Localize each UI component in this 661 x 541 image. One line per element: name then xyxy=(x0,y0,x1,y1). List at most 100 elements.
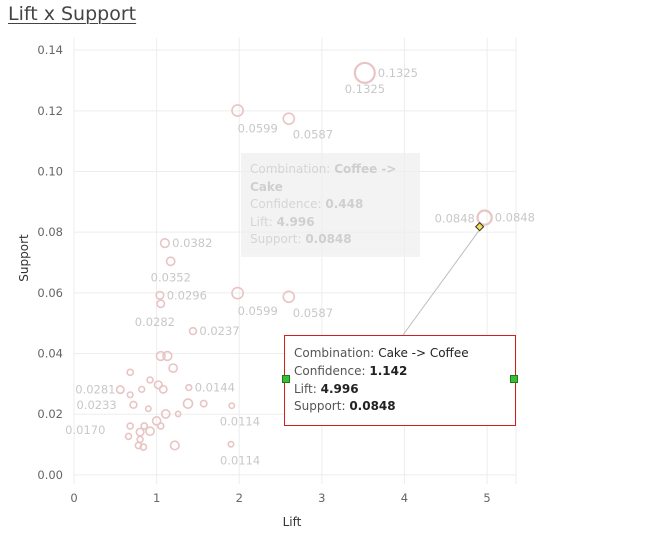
faded-combination-label: Combination: xyxy=(250,162,331,176)
data-point[interactable] xyxy=(126,368,134,377)
y-tick-label: 0.10 xyxy=(37,164,63,178)
data-label: 0.0352 xyxy=(151,270,191,284)
data-point[interactable] xyxy=(151,416,162,426)
faded-tooltip: Combination: Coffee -> Cake Confidence: … xyxy=(241,153,420,257)
data-point[interactable] xyxy=(162,350,173,362)
tooltip-support-value: 0.0848 xyxy=(349,399,396,414)
data-point[interactable] xyxy=(144,405,152,413)
x-tick-label: 0 xyxy=(70,491,77,505)
data-label: 0.0281 xyxy=(75,383,115,397)
data-label: 0.0382 xyxy=(172,236,212,250)
data-point[interactable] xyxy=(160,409,171,419)
data-point[interactable] xyxy=(188,326,198,336)
x-tick-label: 2 xyxy=(236,491,243,505)
data-point[interactable] xyxy=(228,402,236,410)
data-point[interactable] xyxy=(146,376,154,384)
data-point[interactable] xyxy=(227,440,235,448)
data-point[interactable] xyxy=(282,290,296,304)
data-point[interactable] xyxy=(155,350,166,362)
faded-combination-row-2: Cake xyxy=(250,179,411,197)
data-point[interactable] xyxy=(126,391,134,399)
data-point[interactable] xyxy=(282,112,296,126)
data-points xyxy=(115,61,493,451)
faded-combination-value-1: Coffee -> xyxy=(334,162,397,176)
tooltip-support-label: Support: xyxy=(294,399,346,414)
data-label: 0.0144 xyxy=(195,381,235,395)
data-label: 0.0282 xyxy=(135,315,175,329)
tooltip-combination-row: Combination: Cake -> Coffee xyxy=(294,345,506,363)
point-labels: 0.1325 0.0848 0.0382 0.0296 0.0237 0.0144 0.13… xyxy=(65,66,535,467)
tooltip-resize-handle-left[interactable] xyxy=(282,375,290,383)
data-label: 0.0599 xyxy=(238,122,278,136)
data-point[interactable] xyxy=(115,385,125,395)
tooltip-lift-label: Lift: xyxy=(294,381,317,396)
faded-support-value: 0.0848 xyxy=(305,232,352,246)
data-point[interactable] xyxy=(182,398,194,409)
data-point[interactable] xyxy=(165,256,176,267)
data-point[interactable] xyxy=(476,209,493,226)
data-point[interactable] xyxy=(140,422,149,430)
y-tick-label: 0.00 xyxy=(37,468,63,482)
data-point[interactable] xyxy=(136,435,144,444)
tooltip-combination-value: Cake -> Coffee xyxy=(378,346,469,360)
data-label: 0.0237 xyxy=(199,324,239,338)
data-point[interactable] xyxy=(168,363,179,374)
y-tick-label: 0.06 xyxy=(37,286,63,300)
x-tick-label: 5 xyxy=(483,491,490,505)
data-point[interactable] xyxy=(155,290,165,300)
data-point[interactable] xyxy=(231,104,244,117)
data-point[interactable] xyxy=(199,399,208,408)
faded-confidence-label: Confidence: xyxy=(250,197,322,211)
data-point[interactable] xyxy=(145,426,155,437)
data-point[interactable] xyxy=(353,61,376,84)
faded-combination-row: Combination: Coffee -> xyxy=(250,161,411,179)
tooltip[interactable]: Combination: Cake -> Coffee Confidence: … xyxy=(284,335,516,426)
tooltip-confidence-label: Confidence: xyxy=(294,363,366,378)
data-point[interactable] xyxy=(156,299,166,309)
data-label: 0.0170 xyxy=(65,423,105,437)
data-point[interactable] xyxy=(231,286,244,300)
data-label: 0.1325 xyxy=(345,82,385,96)
data-point[interactable] xyxy=(158,384,168,394)
data-label: 0.1325 xyxy=(378,66,418,80)
tooltip-lift-value: 4.996 xyxy=(320,381,359,396)
data-point[interactable] xyxy=(124,432,133,441)
axes: 0 1 2 3 4 5 0.00 0.02 0.04 0.06 0.08 0.10 0.12 0.14 xyxy=(37,43,490,505)
data-point[interactable] xyxy=(156,422,165,430)
y-tick-label: 0.04 xyxy=(37,347,63,361)
data-label: 0.0848 xyxy=(495,211,535,225)
faded-confidence-row: Confidence: 0.448 xyxy=(250,196,411,214)
tooltip-lift-row: Lift: 4.996 xyxy=(294,381,506,399)
data-point[interactable] xyxy=(153,380,163,390)
data-point[interactable] xyxy=(185,383,193,392)
data-label: 0.0296 xyxy=(167,288,207,302)
data-point[interactable] xyxy=(138,385,146,393)
faded-support-label: Support: xyxy=(250,232,302,246)
data-point[interactable] xyxy=(174,410,182,418)
faded-confidence-value: 0.448 xyxy=(325,197,364,211)
data-point[interactable] xyxy=(129,400,138,410)
y-tick-label: 0.14 xyxy=(37,43,63,57)
x-tick-label: 1 xyxy=(153,491,160,505)
tooltip-resize-handle-right[interactable] xyxy=(510,375,518,383)
tooltip-confidence-value: 1.142 xyxy=(369,363,408,378)
tooltip-connector-line xyxy=(402,229,481,336)
data-point[interactable] xyxy=(139,443,148,451)
data-point[interactable] xyxy=(169,440,180,451)
data-label: 0.0587 xyxy=(293,128,333,142)
data-point[interactable] xyxy=(159,238,170,249)
data-label: 0.0114 xyxy=(220,453,260,467)
faded-lift-label: Lift: xyxy=(250,214,273,229)
x-axis-title: Lift xyxy=(283,515,302,529)
data-point[interactable] xyxy=(135,427,145,437)
tooltip-combination-label: Combination: xyxy=(294,346,375,360)
y-tick-label: 0.08 xyxy=(37,225,63,239)
y-tick-label: 0.12 xyxy=(37,104,63,118)
data-point[interactable] xyxy=(126,422,134,430)
faded-lift-value: 4.996 xyxy=(276,214,315,229)
faded-combination-value-2: Cake xyxy=(250,179,283,194)
x-tick-label: 4 xyxy=(401,491,408,505)
selected-point-marker[interactable] xyxy=(474,222,485,232)
faded-support-row: Support: 0.0848 xyxy=(250,231,411,249)
